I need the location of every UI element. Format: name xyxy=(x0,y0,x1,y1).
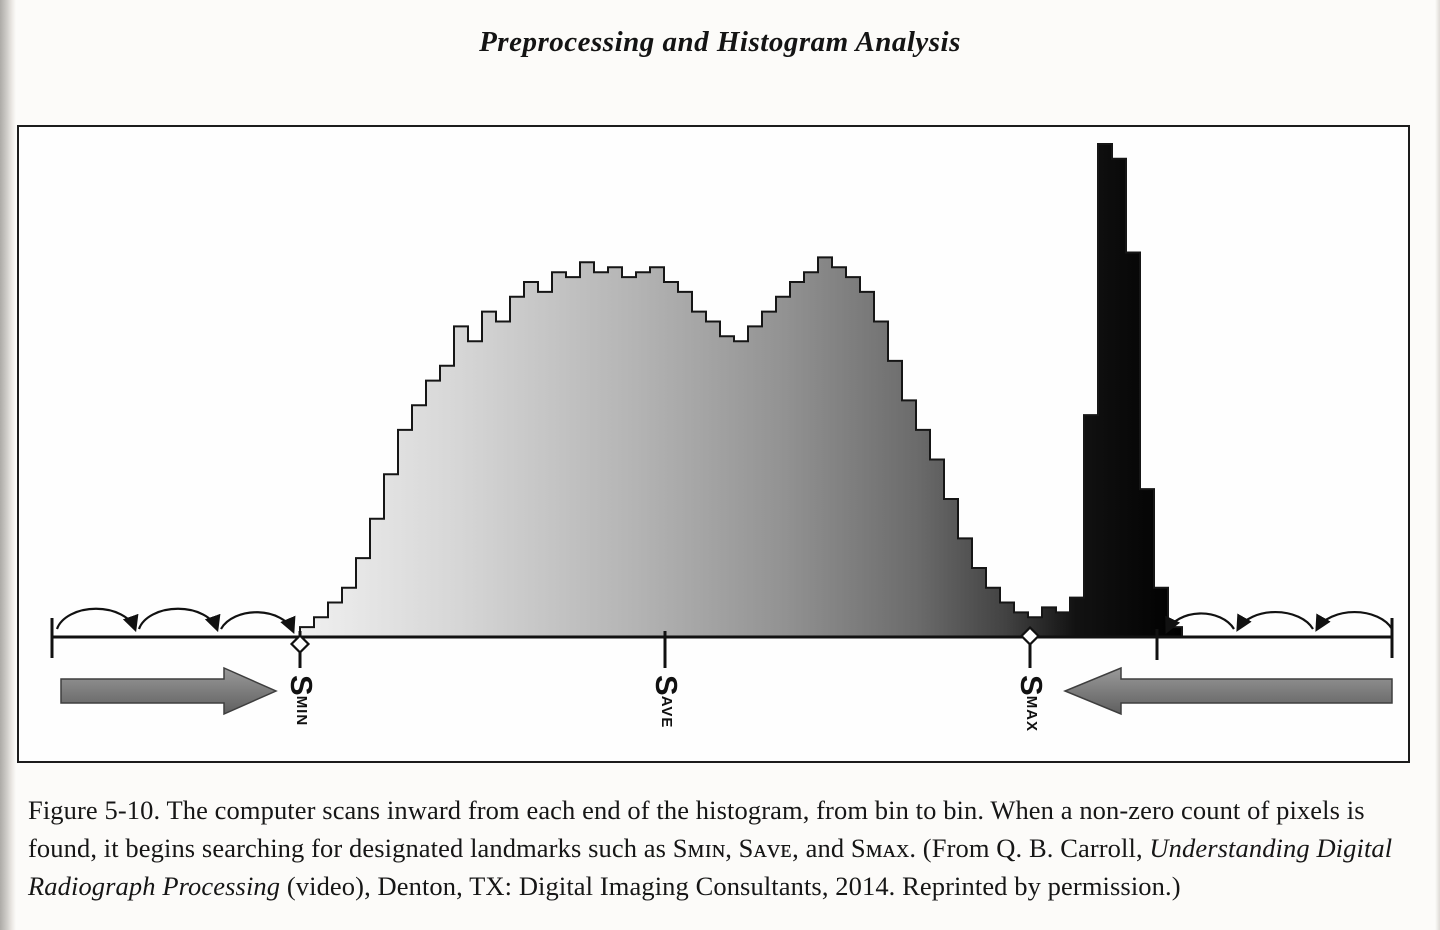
smin-marker-diamond xyxy=(289,633,311,655)
label-smin-sub: MIN xyxy=(293,695,310,727)
label-save: SAVE xyxy=(649,675,684,729)
scan-edge-artifact-right xyxy=(1435,0,1440,930)
scan-direction-arrow-right-icon xyxy=(1063,666,1393,716)
hop-arrow-icon xyxy=(220,611,296,635)
caption-text-2: (video), Denton, TX: Digital Imaging Con… xyxy=(280,870,1181,901)
label-smin: SMIN xyxy=(284,675,319,727)
figure-caption: Figure 5-10. The computer scans inward f… xyxy=(28,792,1410,906)
label-smax: SMAX xyxy=(1014,675,1049,733)
caption-text-1: Figure 5-10. The computer scans inward f… xyxy=(28,795,1365,863)
scan-edge-artifact xyxy=(0,0,16,930)
hop-arrow-icon xyxy=(1165,612,1235,634)
smax-marker-diamond xyxy=(1019,625,1041,647)
running-head: Preprocessing and Histogram Analysis xyxy=(479,26,961,58)
hop-arrow-icon xyxy=(1236,611,1314,632)
scan-hop-arrows-right xyxy=(1165,611,1393,634)
histogram-bars xyxy=(299,143,1183,638)
label-smin-main: S xyxy=(284,675,319,696)
caption-book-title: Understanding Digital Radiograph Process… xyxy=(28,832,1393,901)
scan-direction-arrow-left-icon xyxy=(60,666,278,716)
label-save-sub: AVE xyxy=(658,695,675,729)
hop-arrow-icon xyxy=(55,607,139,633)
scan-hop-arrows-left xyxy=(55,607,296,635)
hop-arrow-icon xyxy=(137,607,221,633)
label-save-main: S xyxy=(649,675,684,696)
histogram-figure xyxy=(50,143,1394,716)
label-smax-main: S xyxy=(1014,675,1049,696)
label-smax-sub: MAX xyxy=(1023,695,1040,733)
hop-arrow-icon xyxy=(1315,611,1393,632)
figure-box: SMIN SAVE SMAX xyxy=(17,125,1410,763)
